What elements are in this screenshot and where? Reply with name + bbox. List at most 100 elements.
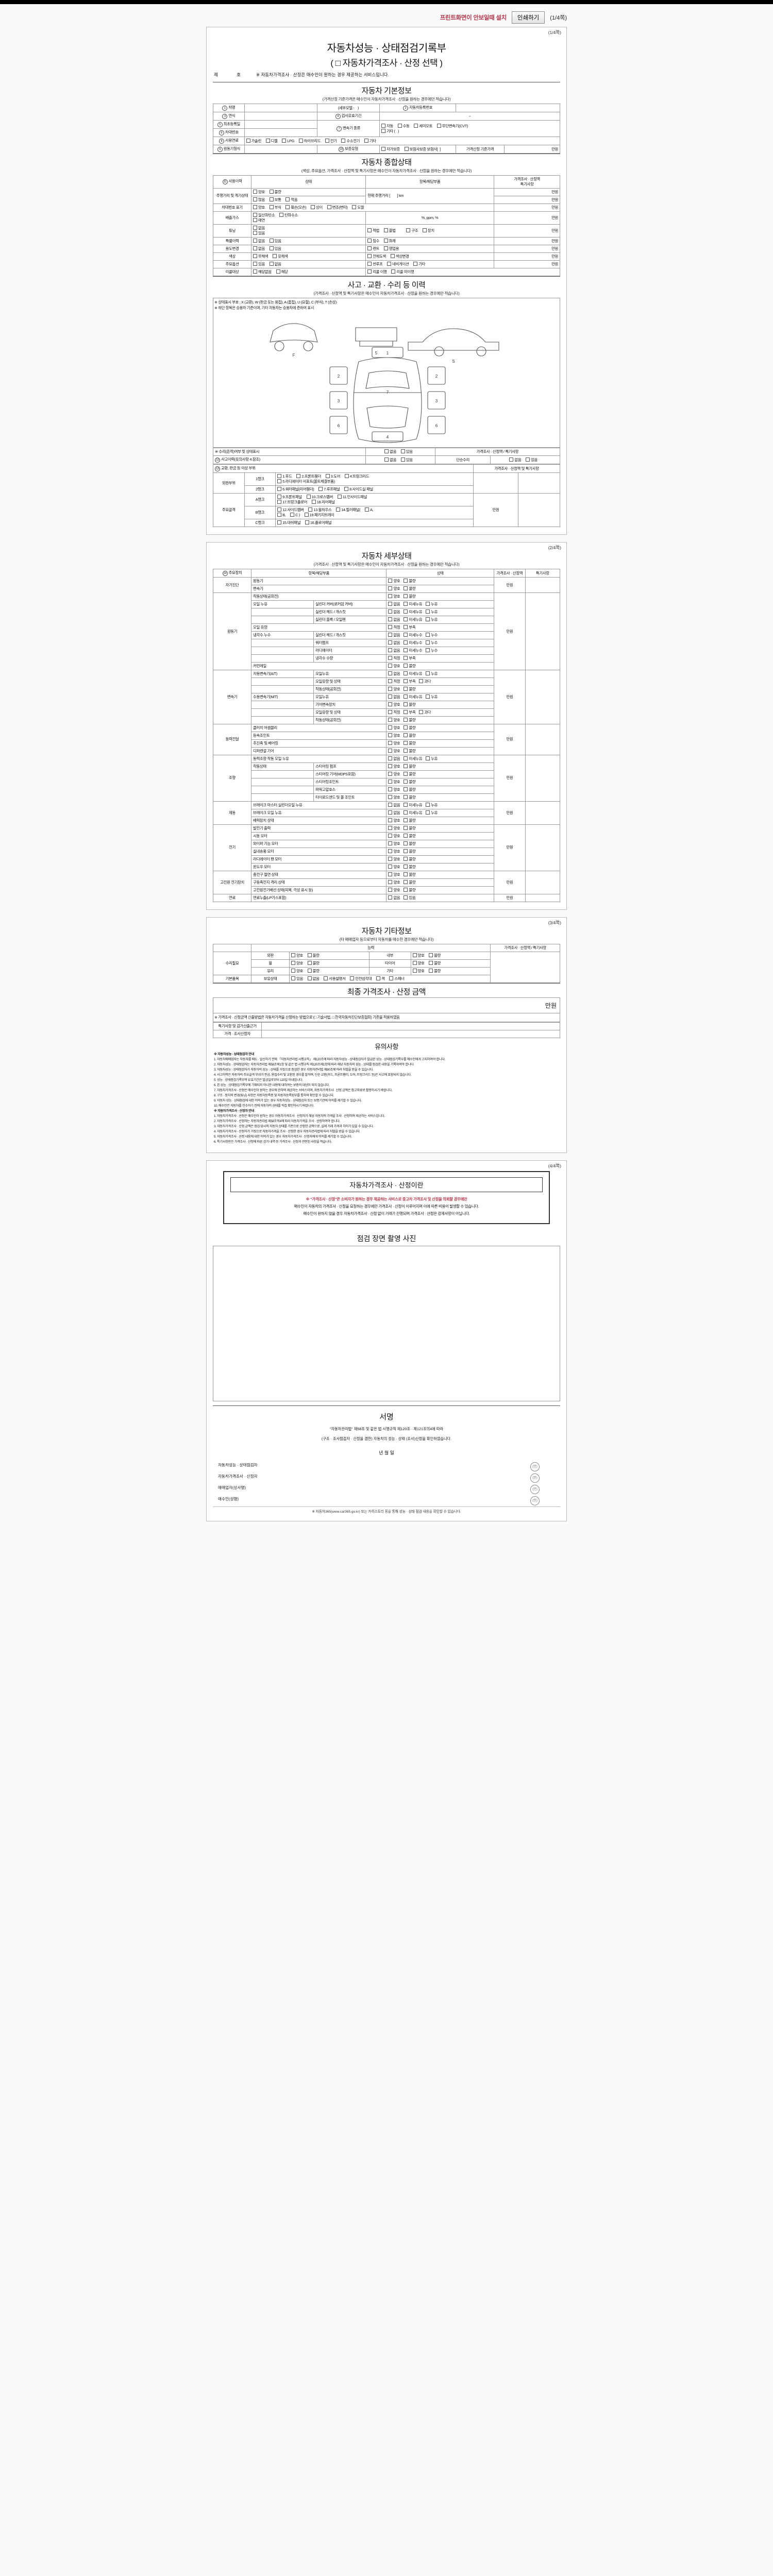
checkbox-icon[interactable] bbox=[404, 864, 408, 869]
signature-date[interactable]: 년 월 일 bbox=[379, 1450, 394, 1455]
checkbox-icon[interactable] bbox=[404, 594, 408, 599]
checkbox-양호[interactable]: 양호 bbox=[388, 787, 400, 792]
detail-state-options[interactable]: 양호 불량 bbox=[386, 785, 495, 794]
checkbox-icon[interactable] bbox=[388, 740, 393, 745]
checkbox-icon[interactable] bbox=[269, 238, 274, 243]
car-diagram-svg[interactable]: 1 2 3 6 2 3 6 4 7 F 5 S bbox=[253, 315, 520, 444]
checkbox-icon[interactable] bbox=[324, 976, 328, 980]
checkbox-pillar-b[interactable]: B, bbox=[277, 513, 286, 518]
checkbox-icon[interactable] bbox=[277, 479, 282, 484]
cell-recall-state1[interactable]: 해당없음 해당 bbox=[251, 267, 366, 276]
cell-mileage-amount1[interactable]: 만원 bbox=[494, 188, 560, 196]
checkbox-co[interactable]: 일산화탄소 bbox=[253, 212, 275, 218]
checkbox-icon[interactable] bbox=[404, 579, 408, 583]
checkbox-icon[interactable] bbox=[364, 507, 369, 512]
checkbox-불량[interactable]: 불량 bbox=[404, 864, 416, 870]
cell-mileage-amount2[interactable]: 만원 bbox=[494, 195, 560, 204]
checkbox-front-panel[interactable]: 9.프론트패널 bbox=[277, 495, 302, 500]
checkbox-jack[interactable]: 잭 bbox=[376, 976, 385, 981]
checkbox-icon[interactable] bbox=[277, 500, 282, 504]
checkbox-불량[interactable]: 불량 bbox=[404, 664, 416, 669]
detail-state-options[interactable]: 양호 불량 bbox=[386, 878, 495, 887]
checkbox-icon[interactable] bbox=[404, 810, 408, 815]
checkbox-special-yes[interactable]: 있음 bbox=[269, 238, 281, 244]
checkbox-icon[interactable] bbox=[269, 261, 274, 266]
checkbox-tuning-none[interactable]: 없음 bbox=[253, 225, 265, 231]
detail-state-options[interactable]: 없음 미세누유 누유 bbox=[386, 754, 495, 763]
cell-options-amount[interactable]: 만원 bbox=[494, 260, 560, 268]
checkbox-floor-panel[interactable]: 16.플로어패널 bbox=[305, 520, 332, 526]
checkbox-many[interactable]: 많음 bbox=[253, 197, 265, 202]
checkbox-icon[interactable] bbox=[400, 457, 405, 462]
cell-glass-opts[interactable]: 양호 불량 bbox=[289, 967, 369, 975]
checkbox-icon[interactable] bbox=[404, 648, 408, 653]
checkbox-icon[interactable] bbox=[388, 709, 393, 714]
cell-usechange-state1[interactable]: 없음 있음 bbox=[251, 244, 366, 253]
cell-recall-state2[interactable]: 리콜 이행 리콜 미이행 bbox=[365, 267, 560, 276]
checkbox-option-etc[interactable]: 기타 bbox=[413, 261, 425, 267]
checkbox-icon[interactable] bbox=[383, 228, 388, 232]
checkbox-manual-book[interactable]: 사용설명서 bbox=[324, 976, 346, 981]
checkbox-icon[interactable] bbox=[404, 756, 408, 760]
checkbox-icon[interactable] bbox=[413, 261, 418, 266]
checkbox-icon[interactable] bbox=[404, 779, 408, 784]
checkbox-icon[interactable] bbox=[388, 733, 393, 737]
checkbox-semiauto[interactable]: 세미오토 bbox=[414, 123, 432, 129]
checkbox-양호[interactable]: 양호 bbox=[388, 841, 400, 846]
checkbox-불량[interactable]: 불량 bbox=[404, 841, 416, 846]
checkbox-recall-done[interactable]: 리콜 이행 bbox=[367, 269, 387, 275]
detail-state-options[interactable]: 양호 불량 bbox=[386, 762, 495, 771]
checkbox-미세누유[interactable]: 미세누유 bbox=[404, 802, 423, 808]
checkbox-pillar-panel[interactable]: 14.필러패널( bbox=[336, 507, 361, 513]
detail-state-options[interactable]: 적정 부족 과다 bbox=[386, 708, 495, 717]
checkbox-icon[interactable] bbox=[404, 633, 408, 637]
cell-options-state1[interactable]: 있음 없음 bbox=[251, 260, 366, 268]
checkbox-possess-yes[interactable]: 있음 bbox=[291, 976, 303, 981]
checkbox-icon[interactable] bbox=[367, 253, 372, 258]
checkbox-fuel-hydrogen[interactable]: 수소전기 bbox=[341, 138, 360, 144]
checkbox-flood[interactable]: 침수 bbox=[367, 238, 379, 244]
checkbox-없음[interactable]: 없음 bbox=[388, 609, 400, 615]
checkbox-icon[interactable] bbox=[388, 787, 393, 791]
checkbox-부족[interactable]: 부족 bbox=[404, 709, 416, 715]
checkbox-icon[interactable] bbox=[436, 123, 441, 128]
checkbox-icon[interactable] bbox=[414, 123, 418, 128]
detail-amount[interactable]: 만원 bbox=[494, 723, 526, 755]
checkbox-icon[interactable] bbox=[318, 487, 323, 492]
checkbox-icon[interactable] bbox=[277, 520, 282, 525]
checkbox-icon[interactable] bbox=[388, 756, 393, 760]
checkbox-icon[interactable] bbox=[253, 269, 258, 274]
checkbox-option-yes[interactable]: 있음 bbox=[253, 261, 265, 267]
checkbox-outer-bad[interactable]: 불량 bbox=[307, 953, 320, 958]
checkbox-icon[interactable] bbox=[350, 976, 355, 980]
checkbox-icon[interactable] bbox=[307, 960, 312, 965]
checkbox-icon[interactable] bbox=[277, 474, 282, 479]
checkbox-불량[interactable]: 불량 bbox=[404, 879, 416, 885]
checkbox-icon[interactable] bbox=[388, 849, 393, 853]
checkbox-vin-damage[interactable]: 훼손(오손) bbox=[285, 205, 307, 210]
cell-special-amount[interactable]: 만원 bbox=[494, 236, 560, 245]
cell-interior-opts[interactable]: 양호 불량 bbox=[410, 951, 491, 960]
photo-area[interactable] bbox=[213, 1245, 560, 1401]
checkbox-icon[interactable] bbox=[400, 449, 405, 454]
checkbox-usechange-yes[interactable]: 있음 bbox=[269, 246, 281, 251]
checkbox-cross-member[interactable]: 10.크로스멤버 bbox=[306, 495, 333, 500]
final-price-amount[interactable]: 만원 bbox=[213, 997, 560, 1013]
checkbox-icon[interactable] bbox=[381, 123, 386, 128]
checkbox-icon[interactable] bbox=[404, 664, 408, 668]
checkbox-fuel-etc[interactable]: 기타 bbox=[364, 138, 376, 144]
checkbox-icon[interactable] bbox=[269, 189, 274, 194]
detail-amount[interactable]: 만원 bbox=[494, 577, 526, 594]
checkbox-icon[interactable] bbox=[388, 671, 393, 676]
checkbox-icon[interactable] bbox=[404, 872, 408, 876]
checkbox-icon[interactable] bbox=[388, 594, 393, 599]
checkbox-sunroof[interactable]: 썬루프 bbox=[367, 261, 383, 267]
checkbox-icon[interactable] bbox=[388, 841, 393, 845]
checkbox-불량[interactable]: 불량 bbox=[404, 794, 416, 800]
checkbox-없음[interactable]: 없음 bbox=[388, 756, 400, 761]
checkbox-icon[interactable] bbox=[404, 887, 408, 892]
checkbox-icon[interactable] bbox=[325, 474, 330, 479]
checkbox-누유[interactable]: 누유 bbox=[426, 694, 438, 700]
checkbox-icon[interactable] bbox=[406, 228, 411, 232]
checkbox-rent[interactable]: 렌트 bbox=[367, 246, 379, 251]
